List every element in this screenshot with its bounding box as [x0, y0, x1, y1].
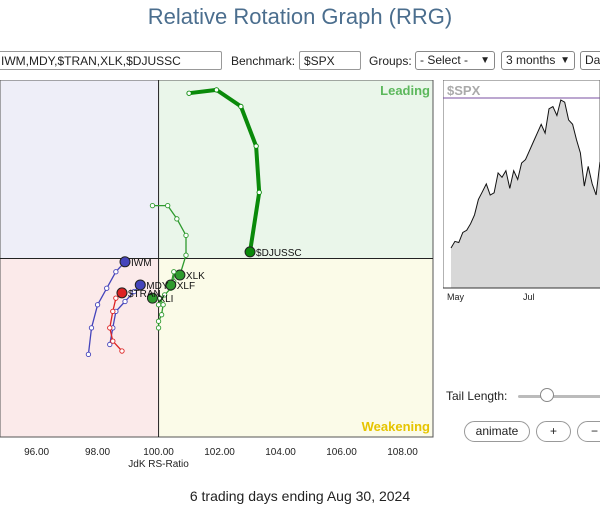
- series-label: XLI: [158, 294, 173, 305]
- zoom-in-button[interactable]: +: [536, 421, 571, 442]
- series-tail-point: [122, 298, 128, 305]
- series-tail-point: [110, 338, 116, 344]
- series-head-point: [116, 287, 128, 299]
- series-tail-point: [155, 325, 162, 331]
- series-tail-point: [160, 302, 166, 308]
- chevron-down-icon: ▼: [560, 55, 570, 66]
- x-tick-label: 98.00: [85, 447, 110, 458]
- groups-select-value: - Select -: [420, 53, 469, 67]
- series-label: XLK: [186, 271, 205, 282]
- series-tail-point: [171, 269, 177, 275]
- price-line: [450, 99, 600, 249]
- tail-length-label: Tail Length:: [446, 389, 508, 403]
- series-tail-point: [88, 325, 95, 331]
- quadrant-lagging: [0, 258, 159, 437]
- quadrant-label-weakening: Weakening: [362, 419, 430, 434]
- series-tail-point: [183, 252, 189, 258]
- series-label: MDY: [146, 281, 169, 292]
- series-head-point: [244, 246, 256, 258]
- frequency-select-value: Dai: [585, 53, 600, 67]
- x-tick-label: 102.00: [204, 447, 235, 458]
- symbols-input[interactable]: IWM,MDY,$TRAN,XLK,$DJUSSC: [0, 51, 222, 70]
- tail-length-slider-handle[interactable]: [540, 388, 554, 402]
- benchmark-input[interactable]: $SPX: [299, 51, 361, 70]
- series-tail-point: [104, 285, 110, 291]
- quadrant-improving: [0, 80, 159, 259]
- series-head-point: [119, 256, 131, 268]
- groups-label: Groups:: [369, 54, 412, 68]
- series-tail-point: [119, 348, 125, 354]
- x-tick-label: 100.00: [143, 447, 174, 458]
- series-tail-point: [113, 295, 119, 301]
- series-tail-point: [165, 202, 171, 209]
- x-tick-label: 108.00: [387, 447, 418, 458]
- series-tail-point: [253, 143, 259, 149]
- series-tail-point: [113, 269, 119, 275]
- series-tail-point: [107, 325, 113, 331]
- quadrant-leading: [158, 80, 433, 259]
- page-title: Relative Rotation Graph (RRG): [147, 4, 453, 29]
- series-tail-djussc: [187, 87, 262, 254]
- period-select[interactable]: 3 months ▼: [501, 51, 575, 70]
- series-tail-point: [174, 216, 180, 222]
- series-label: XLF: [177, 281, 195, 292]
- series-head-point: [134, 279, 146, 291]
- x-tick-label: 104.00: [265, 447, 296, 458]
- series-tail-point: [162, 292, 168, 298]
- rrg-chart: Leading Weakening 96.00 98.00 100.00 102.00 10…: [0, 80, 434, 470]
- chevron-down-icon: ▼: [480, 55, 490, 66]
- quadrant-label-leading: Leading: [380, 83, 430, 98]
- series-tail-point: [110, 308, 116, 315]
- series-tail-point: [149, 202, 156, 209]
- date-range-caption: 6 trading days ending Aug 30, 2024: [189, 488, 411, 504]
- animate-button[interactable]: animate: [464, 421, 530, 442]
- series-label: $DJUSSC: [256, 248, 302, 259]
- benchmark-label: Benchmark:: [231, 54, 296, 68]
- benchmark-price-chart: $SPX May Jul: [443, 80, 600, 302]
- groups-select[interactable]: - Select - ▼: [415, 51, 495, 70]
- series-head-point: [146, 292, 158, 304]
- series-tail-point: [256, 189, 262, 196]
- price-x-tick-label: Jul: [523, 292, 535, 302]
- frequency-select[interactable]: Dai: [580, 51, 600, 70]
- series-label: IWM: [131, 258, 152, 269]
- price-chart-title: $SPX: [447, 83, 481, 98]
- x-tick-label: 96.00: [24, 447, 49, 458]
- series-tail-point: [213, 87, 220, 93]
- series-tail-point: [107, 341, 113, 348]
- period-select-value: 3 months: [506, 53, 556, 67]
- tail-length-slider[interactable]: [518, 395, 600, 398]
- price-x-tick-label: May: [447, 292, 465, 302]
- series-tail-point: [183, 232, 189, 239]
- series-tail-point: [94, 302, 101, 308]
- series-head-point: [174, 269, 186, 281]
- series-tail-point: [155, 318, 162, 324]
- series-label: $TRAN: [128, 289, 161, 300]
- series-tail-point: [186, 90, 192, 96]
- quadrant-weakening: [158, 258, 433, 437]
- series-tail-point: [131, 288, 137, 295]
- series-head-point: [165, 279, 177, 291]
- series-tail-point: [238, 103, 244, 110]
- price-area: [451, 100, 600, 288]
- x-tick-label: 106.00: [326, 447, 357, 458]
- zoom-out-button[interactable]: −: [577, 421, 600, 442]
- series-tail-point: [85, 351, 92, 358]
- x-axis-label: JdK RS-Ratio: [128, 459, 189, 470]
- series-tail-point: [158, 312, 165, 318]
